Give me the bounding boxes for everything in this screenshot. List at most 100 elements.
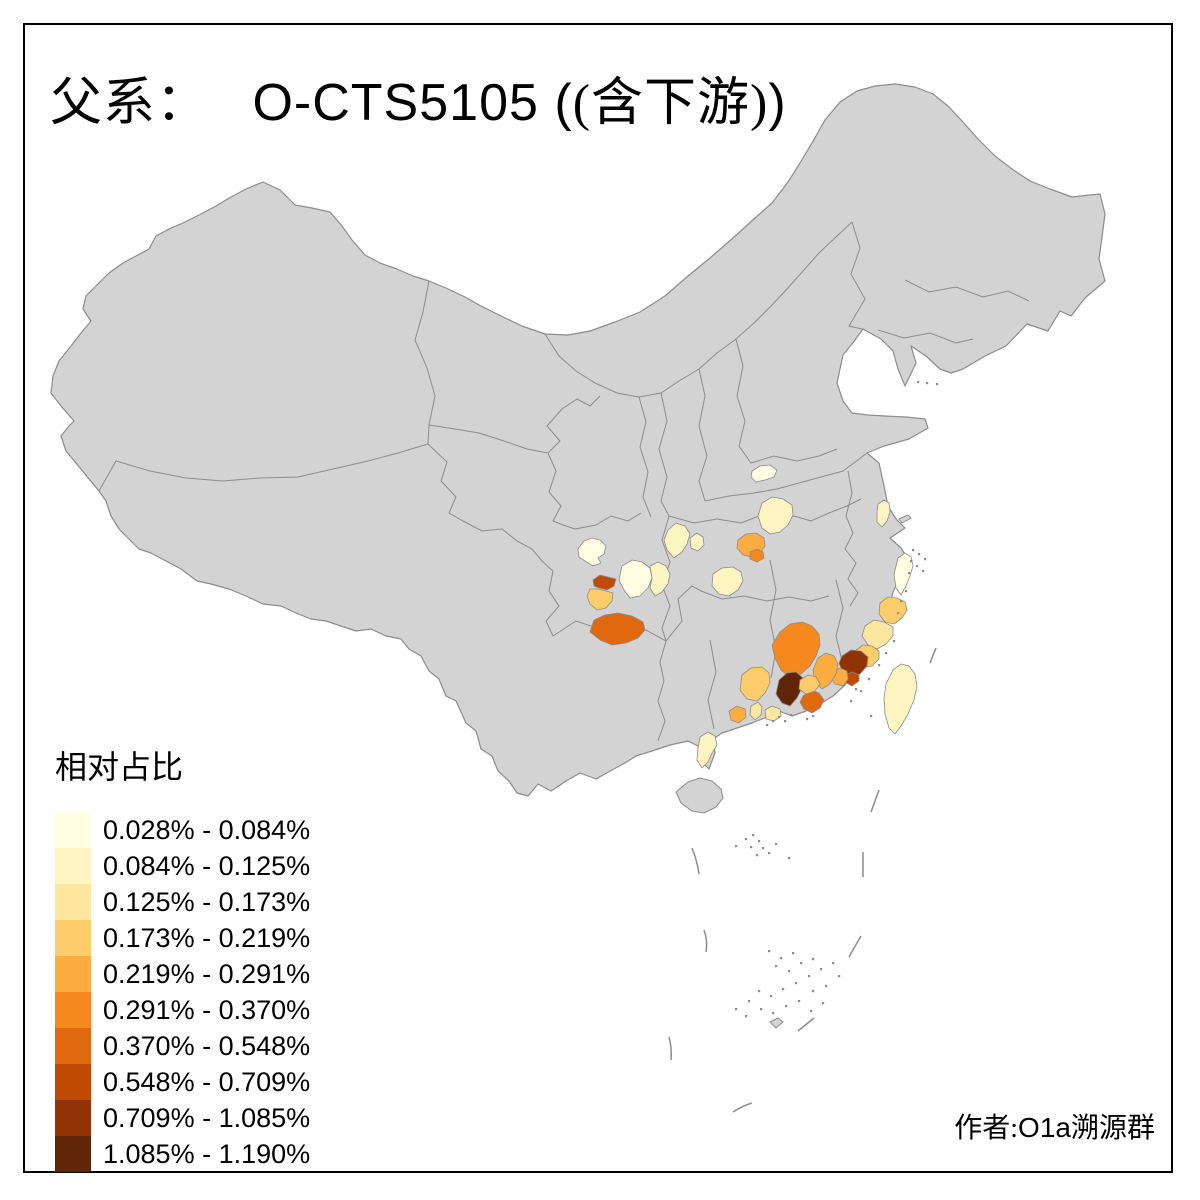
map-region	[764, 705, 782, 722]
map-region	[592, 574, 617, 591]
islet-speck	[922, 570, 925, 573]
legend: 相对占比 0.028% - 0.084% 0.084% - 0.125% 0.125…	[55, 742, 310, 1172]
islet-speck	[917, 381, 920, 384]
legend-range-label: 0.370% - 0.548%	[103, 1030, 311, 1061]
map-region	[812, 652, 839, 690]
islet-speck	[810, 1010, 813, 1013]
islet-speck	[860, 690, 863, 693]
map-region	[775, 671, 804, 707]
islet-speck	[758, 840, 761, 843]
map-region	[649, 561, 671, 597]
islet-speck	[812, 715, 815, 718]
legend-entry: 0.291% - 0.370%	[55, 992, 310, 1028]
map-region	[577, 537, 607, 567]
islet-speck	[778, 716, 781, 719]
legend-range-label: 0.084% - 0.125%	[103, 850, 311, 881]
islet-speck	[838, 975, 841, 978]
legend-swatch	[55, 992, 91, 1028]
islet-speck	[770, 995, 773, 998]
map-region	[663, 522, 691, 559]
islet-speck	[926, 382, 929, 385]
map-region	[771, 621, 821, 678]
islet-speck	[772, 720, 775, 723]
islet-speck	[790, 714, 793, 717]
map-region	[589, 612, 646, 646]
legend-entries: 0.028% - 0.084% 0.084% - 0.125% 0.125% - 0…	[55, 812, 310, 1172]
islands	[675, 514, 912, 1029]
credit-haplogroup: O1a	[1018, 1112, 1071, 1143]
islet-speck	[910, 560, 913, 563]
map-region	[878, 596, 908, 625]
islet-speck	[785, 1005, 788, 1008]
islet-speck	[936, 383, 939, 386]
islet-speck	[758, 990, 761, 993]
legend-entry: 0.173% - 0.219%	[55, 920, 310, 956]
islet-speck	[775, 965, 778, 968]
map-region	[893, 552, 914, 596]
islet-speck	[792, 952, 795, 955]
map-region	[749, 701, 763, 721]
islet-speck	[800, 962, 803, 965]
islet-speck	[784, 720, 787, 723]
islet-speck	[855, 688, 858, 691]
map-region	[798, 674, 821, 695]
legend-entry: 0.028% - 0.084%	[55, 812, 310, 848]
islet-speck	[885, 652, 888, 655]
page-title: 父系： O-CTS5105 ((含下游))	[50, 60, 787, 135]
islet-speck	[893, 640, 896, 643]
legend-range-label: 0.291% - 0.370%	[103, 994, 311, 1025]
islet-speck	[735, 845, 738, 848]
credit-suffix: 溯源群	[1070, 1113, 1155, 1144]
legend-swatch	[55, 1136, 91, 1172]
legend-entry: 0.219% - 0.291%	[55, 956, 310, 992]
islet-speck	[748, 1000, 751, 1003]
legend-range-label: 0.028% - 0.084%	[103, 814, 311, 845]
legend-swatch	[55, 848, 91, 884]
islet-speck	[795, 982, 798, 985]
islet-speck	[808, 975, 811, 978]
islet-speck	[870, 715, 873, 718]
islet-speck	[760, 1008, 763, 1011]
islet-speck	[812, 990, 815, 993]
islet-specks	[735, 381, 939, 1018]
map-region	[618, 559, 653, 599]
islet-speck	[766, 724, 769, 727]
islet-speck	[924, 558, 927, 561]
legend-swatch	[55, 1064, 91, 1100]
legend-entry: 1.085% - 1.190%	[55, 1136, 310, 1172]
islet-speck	[745, 1015, 748, 1018]
map-region	[757, 496, 794, 535]
islet-speck	[897, 612, 900, 615]
islet-speck	[878, 664, 881, 667]
islet-speck	[868, 678, 871, 681]
map-region	[750, 464, 778, 483]
legend-swatch	[55, 1100, 91, 1136]
islet-speck	[788, 857, 791, 860]
islet-speck	[900, 600, 903, 603]
nine-dash-line	[668, 647, 937, 1113]
hainan-island	[675, 777, 724, 814]
legend-entry: 0.548% - 0.709%	[55, 1064, 310, 1100]
map-region	[749, 548, 765, 563]
islet-speck	[912, 549, 915, 552]
map-region	[689, 532, 705, 552]
islet-speck	[806, 718, 809, 721]
map-region	[728, 705, 747, 724]
islet-speck	[762, 847, 765, 850]
islet-speck	[752, 834, 755, 837]
islet-speck	[850, 700, 853, 703]
islet-speck	[822, 1002, 825, 1005]
scs-islet	[769, 1017, 784, 1029]
legend-entry: 0.709% - 1.085%	[55, 1100, 310, 1136]
chongming-island	[898, 514, 912, 524]
map-region	[739, 666, 771, 702]
islet-speck	[798, 1000, 801, 1003]
legend-range-label: 0.548% - 0.709%	[103, 1066, 311, 1097]
legend-swatch	[55, 920, 91, 956]
islet-speck	[782, 988, 785, 991]
legend-range-label: 0.709% - 1.085%	[103, 1102, 311, 1133]
islet-speck	[735, 1008, 738, 1011]
map-region	[861, 619, 894, 650]
islet-speck	[820, 968, 823, 971]
